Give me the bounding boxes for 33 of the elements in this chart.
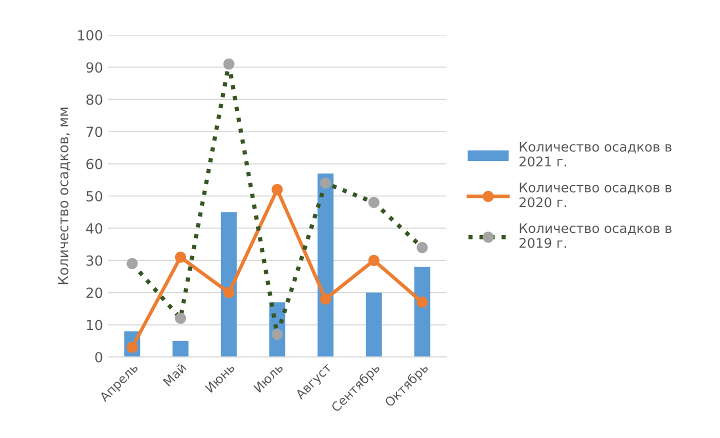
- point: [320, 178, 332, 189]
- y-tick-label: 100: [78, 30, 102, 41]
- bar: [318, 173, 334, 357]
- point: [174, 312, 186, 324]
- y-tick-label: 70: [86, 126, 102, 138]
- point: [320, 293, 332, 305]
- bar: [172, 340, 188, 357]
- y-tick-label: 90: [86, 62, 102, 73]
- point: [126, 258, 138, 270]
- point: [416, 296, 428, 308]
- y-tick-label: 40: [86, 223, 102, 234]
- point: [223, 287, 234, 298]
- y-tick-label: 20: [86, 288, 102, 298]
- y-tick-label: 10: [86, 320, 102, 330]
- legend-label: Количество осадков в 2020 г.: [520, 182, 672, 208]
- bar: [220, 212, 237, 357]
- point: [368, 254, 380, 266]
- y-tick-label: 50: [86, 190, 102, 202]
- point: [174, 252, 186, 263]
- point: [223, 58, 234, 70]
- point: [272, 184, 283, 196]
- point: [272, 328, 283, 340]
- legend-label: Количество осадков в 2019 г.: [520, 223, 672, 248]
- bar: [414, 266, 430, 357]
- y-tick-label: 60: [86, 158, 102, 170]
- y-tick-label: 0: [95, 352, 102, 362]
- y-tick-label: 30: [86, 255, 102, 266]
- y-tick-label: 80: [86, 94, 102, 105]
- point: [416, 242, 428, 254]
- y-axis-title: Количество осадков, мм: [58, 108, 70, 284]
- bar: [366, 292, 382, 357]
- legend-label: Количество осадков в 2021 г.: [520, 142, 672, 166]
- point: [368, 196, 380, 208]
